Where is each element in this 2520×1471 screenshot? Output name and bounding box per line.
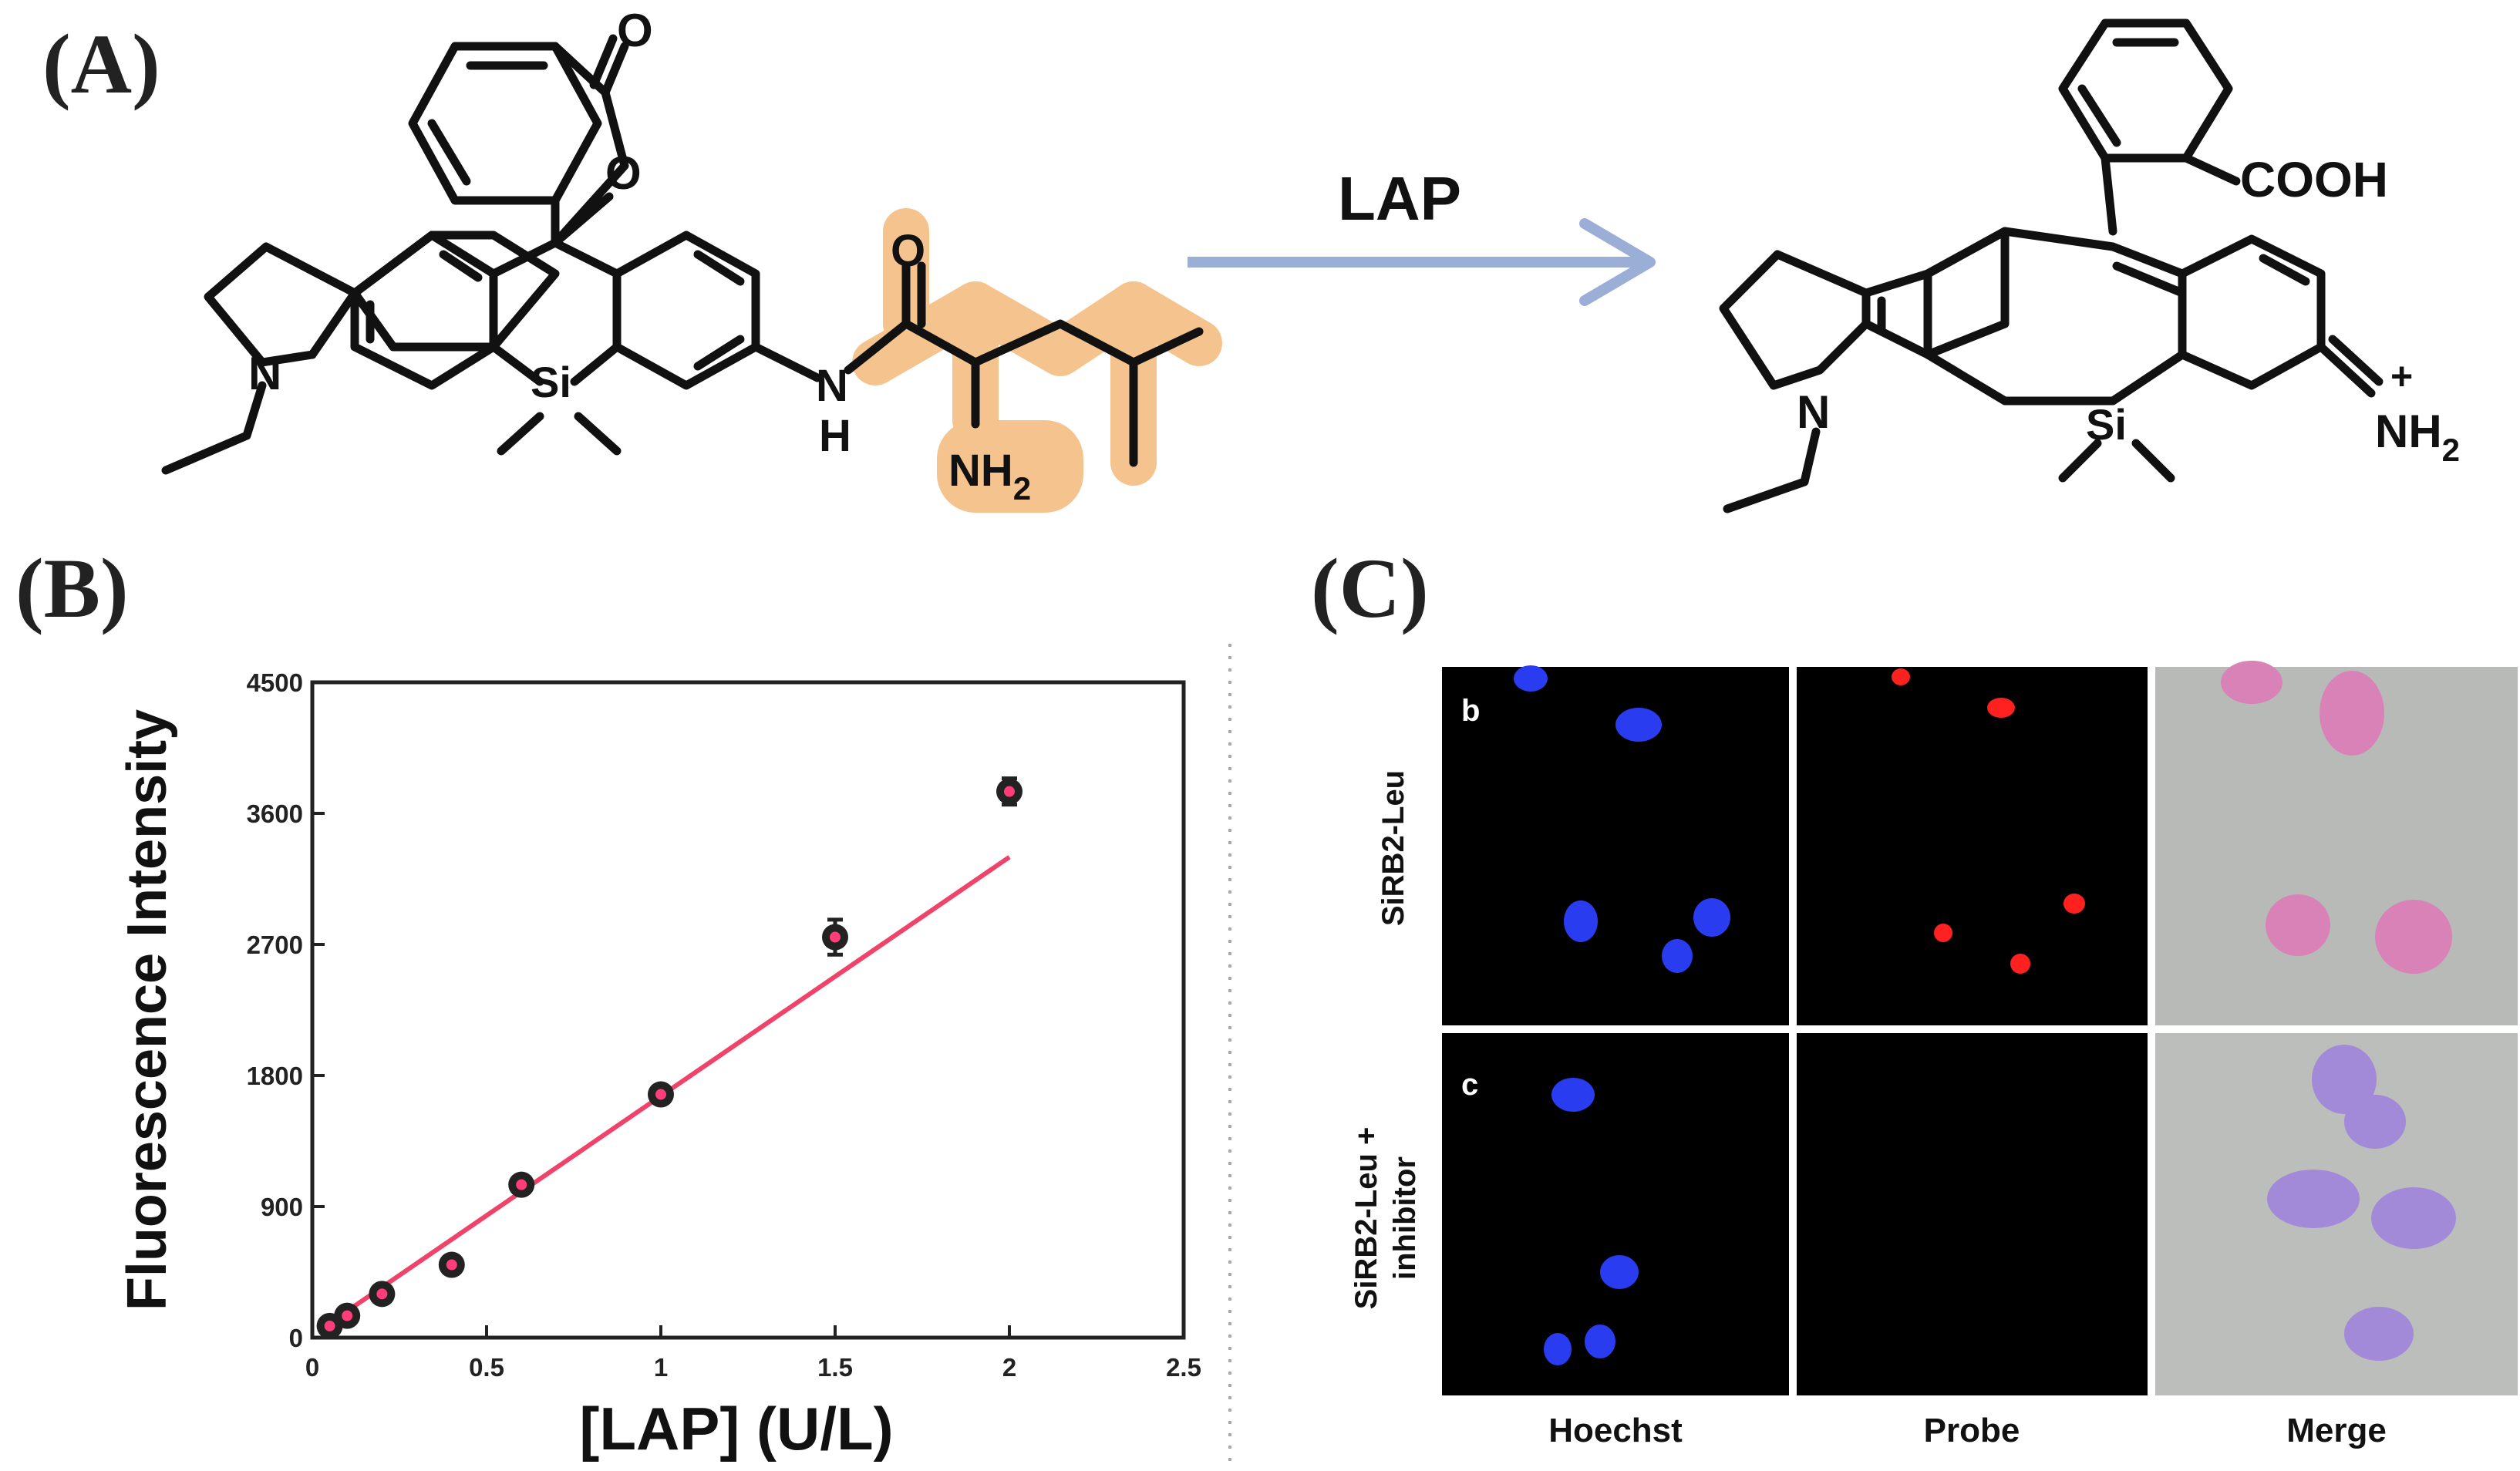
x-tick-label: 1.5 <box>817 1353 853 1382</box>
probe-signal-b <box>1892 668 2085 974</box>
x-tick-label: 0.5 <box>469 1353 504 1382</box>
x-tick-label: 2 <box>1002 1353 1016 1382</box>
x-axis-title: [LAP] (U/L) <box>579 1395 893 1463</box>
silicon-atom-product: Si <box>2086 400 2127 449</box>
data-point <box>508 1171 535 1198</box>
y-tick-label: 900 <box>261 1193 303 1221</box>
x-ticks: 0 0.5 1 1.5 2 2.5 <box>305 1325 1201 1382</box>
amide-hydrogen: H <box>819 411 851 461</box>
probe-image-c <box>1797 1033 2148 1395</box>
data-point <box>369 1281 396 1308</box>
merged-cells-b <box>2221 661 2452 974</box>
positive-charge: + <box>2390 355 2413 398</box>
reaction-arrow: LAP <box>1188 164 1656 306</box>
microscopy-grid: b c SiRB2-Leu SiRB2-Leu + inhibitor Hoec… <box>1349 661 2518 1449</box>
probe-image-b <box>1797 667 2148 1025</box>
nuclei-c <box>1544 1078 1639 1365</box>
data-point <box>438 1251 465 1278</box>
point-marker-center <box>376 1288 388 1300</box>
amine-nitrogen-product: N <box>1797 386 1830 438</box>
y-tick-label: 4500 <box>247 668 303 697</box>
column-label-merge: Merge <box>2286 1412 2387 1449</box>
carboxyl-group: COOH <box>2240 152 2388 207</box>
enzyme-label: LAP <box>1338 164 1461 233</box>
data-point <box>648 1081 674 1108</box>
panel-label-c: (C) <box>1311 541 1429 635</box>
row-label-c-line1: SiRB2-Leu + <box>1349 1127 1383 1310</box>
data-point <box>334 1302 361 1329</box>
nuclei-b <box>1514 665 1730 973</box>
amino-group: NH2 <box>948 446 1031 507</box>
point-marker-center <box>1004 786 1015 797</box>
product-molecule: COOH N Si + NH2 <box>1719 19 2460 513</box>
point-marker-center <box>830 931 841 943</box>
x-tick-label: 1 <box>654 1353 668 1382</box>
column-label-probe: Probe <box>1924 1412 2020 1449</box>
y-tick-label: 0 <box>289 1324 303 1352</box>
row-label-c-line2: inhibitor <box>1388 1156 1422 1280</box>
plot-frame <box>310 680 1186 1340</box>
ring-oxygen: O <box>605 147 642 199</box>
y-tick-label: 1800 <box>247 1062 303 1090</box>
amide-nitrogen: N <box>816 361 848 411</box>
row-tag-c: c <box>1461 1068 1478 1102</box>
point-marker-center <box>655 1089 666 1100</box>
y-tick-label: 3600 <box>247 799 303 828</box>
carbonyl-oxygen: O <box>617 5 653 56</box>
reactant-molecule: O O N Si N H O NH2 <box>161 5 1222 513</box>
row-label-b: SiRB2-Leu <box>1376 770 1410 926</box>
amide-oxygen: O <box>891 226 925 276</box>
column-label-hoechst: Hoechst <box>1548 1412 1683 1449</box>
calibration-chart: 0 900 1800 2700 3600 4500 0 0.5 1 1.5 2 2.5 Fluore… <box>116 644 1231 1465</box>
hoechst-image-c <box>1442 1033 1789 1395</box>
y-tick-label: 2700 <box>247 931 303 959</box>
point-marker-center <box>342 1310 353 1321</box>
y-ticks: 0 900 1800 2700 3600 4500 <box>247 668 325 1352</box>
amine-nitrogen: N <box>248 348 281 399</box>
data-points <box>316 776 1022 1339</box>
iminium-group: NH2 <box>2375 406 2460 468</box>
data-point <box>822 917 848 957</box>
x-tick-label: 2.5 <box>1166 1353 1201 1382</box>
point-marker-center <box>516 1179 527 1190</box>
merged-cells-c <box>2267 1045 2456 1361</box>
hoechst-image-b <box>1442 667 1789 1025</box>
panel-label-b: (B) <box>15 541 129 635</box>
row-tag-b: b <box>1461 694 1480 728</box>
panel-label-a: (A) <box>42 17 160 111</box>
silicon-atom: Si <box>531 358 571 406</box>
data-point <box>996 776 1022 807</box>
point-marker-center <box>446 1259 457 1271</box>
point-marker-center <box>324 1320 335 1331</box>
y-axis-title: Fluorescence Intensity <box>116 709 178 1311</box>
x-tick-label: 0 <box>305 1353 319 1382</box>
